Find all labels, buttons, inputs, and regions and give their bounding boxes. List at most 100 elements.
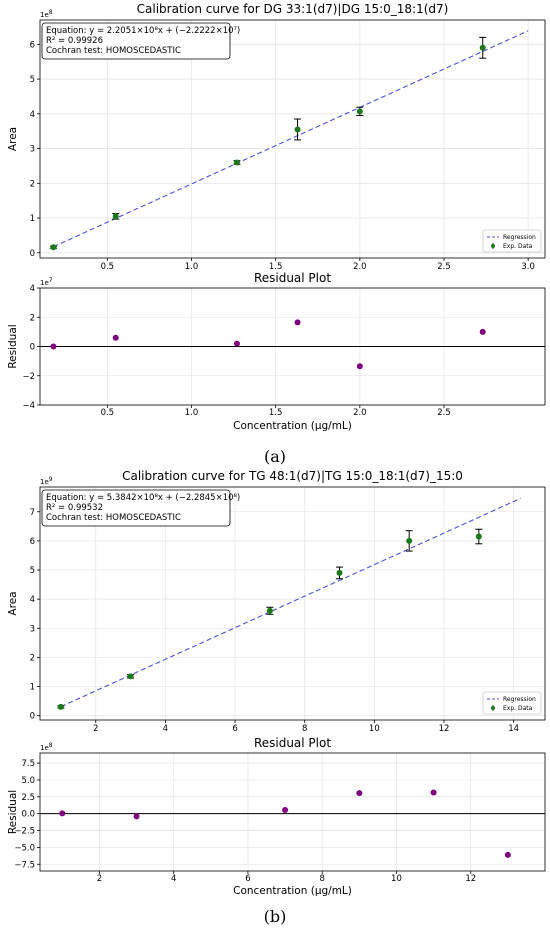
plot-frame xyxy=(39,486,546,721)
x-tick-label: 1.0 xyxy=(185,408,199,418)
residual-point xyxy=(59,810,66,817)
y-tick-label: 4 xyxy=(30,284,35,294)
x-tick-label: 2.0 xyxy=(353,262,367,272)
chart-3: Calibration curve for TG 48:1(d7)|TG 15:… xyxy=(7,469,546,734)
y-tick-label: 0 xyxy=(30,343,35,353)
x-tick-label: 10 xyxy=(391,874,402,884)
x-tick-label: 4 xyxy=(171,874,176,884)
caption-a: (a) xyxy=(264,447,286,466)
x-tick-label: 2.0 xyxy=(353,408,367,418)
y-tick-label: 0.0 xyxy=(21,810,35,820)
data-point xyxy=(475,533,482,540)
plot-frame xyxy=(39,287,546,406)
y-tick-label: −2.5 xyxy=(14,827,35,837)
data-point xyxy=(356,108,363,115)
x-tick-label: 0.5 xyxy=(101,262,115,272)
y-tick-label: 5 xyxy=(30,75,35,85)
plot-frame xyxy=(39,19,546,259)
y-tick-label: −2 xyxy=(22,372,35,382)
legend-data-label: Exp. Data xyxy=(503,243,533,250)
y-tick-label: 2 xyxy=(30,653,35,663)
y-tick-label: 2 xyxy=(30,313,35,323)
residual-point xyxy=(282,806,289,813)
y-tick-label: 3 xyxy=(30,145,35,155)
y-tick-label: 1 xyxy=(30,683,35,693)
y-multiplier-label: 1e8 xyxy=(40,9,53,19)
equation-text: Equation: y = 2.2051×10⁸x + (−2.2222×10⁷… xyxy=(46,26,240,36)
info-box-frame xyxy=(41,489,231,527)
y-tick-label: 6 xyxy=(30,537,35,547)
y-tick-label: −4 xyxy=(22,401,35,411)
y-tick-label: 4 xyxy=(30,595,35,605)
r-squared-text: R² = 0.99532 xyxy=(46,503,103,513)
x-tick-label: 4 xyxy=(163,724,168,734)
legend-data-label: Exp. Data xyxy=(503,705,533,712)
residual-point xyxy=(504,851,511,858)
y-tick-label: 0 xyxy=(30,712,35,722)
y-tick-label: 7 xyxy=(30,508,35,518)
data-point xyxy=(57,703,64,710)
y-tick-label: 1 xyxy=(30,214,35,224)
residual-point xyxy=(430,789,437,796)
chart-1: Calibration curve for DG 33:1(d7)|DG 15:… xyxy=(7,2,546,272)
data-point xyxy=(50,244,57,251)
chart-2: Residual Plot 0.5 1.0 1.5 2.0 2.5 4 2 0 −2 −4 1e7 Re… xyxy=(7,271,546,432)
y-axis-label: Residual xyxy=(7,324,19,368)
x-tick-label: 2.5 xyxy=(437,262,451,272)
legend: Regression Exp. Data xyxy=(482,691,542,715)
x-tick-label: 8 xyxy=(302,724,307,734)
x-tick-label: 10 xyxy=(369,724,380,734)
regression-line xyxy=(60,497,521,708)
legend: Regression Exp. Data xyxy=(482,229,542,253)
y-tick-label: 2.5 xyxy=(21,793,35,803)
info-box: Equation: y = 2.2051×10⁸x + (−2.2222×10⁷… xyxy=(41,22,240,60)
chart-title: Residual Plot xyxy=(254,736,331,750)
x-tick-label: 1.5 xyxy=(269,262,283,272)
y-axis-label: Area xyxy=(7,591,19,615)
x-axis-label: Concentration (µg/mL) xyxy=(233,420,352,432)
y-axis-label: Area xyxy=(7,127,19,151)
data-point xyxy=(336,569,343,576)
x-tick-label: 0.5 xyxy=(101,408,115,418)
legend-data-swatch xyxy=(491,244,495,248)
x-tick-label: 2.5 xyxy=(437,408,451,418)
x-tick-label: 2 xyxy=(93,724,98,734)
data-point xyxy=(127,673,134,680)
equation-text: Equation: y = 5.3842×10⁸x + (−2.2845×10⁸… xyxy=(46,493,240,503)
regression-line xyxy=(53,30,529,248)
info-box: Equation: y = 5.3842×10⁸x + (−2.2845×10⁸… xyxy=(41,489,240,527)
residual-point xyxy=(233,340,240,347)
x-tick-label: 1.5 xyxy=(269,408,283,418)
legend-regression-label: Regression xyxy=(503,234,536,241)
y-multiplier-label: 1e7 xyxy=(40,277,53,287)
y-tick-label: 0 xyxy=(30,249,35,259)
y-tick-label: 7.5 xyxy=(21,759,35,769)
caption-b: (b) xyxy=(264,907,287,926)
info-box-frame xyxy=(41,22,231,60)
x-tick-label: 14 xyxy=(508,724,519,734)
legend-data-swatch xyxy=(491,706,495,710)
data-point xyxy=(406,537,413,544)
r-squared-text: R² = 0.99926 xyxy=(46,36,103,46)
residual-point xyxy=(356,790,363,797)
chart-4: Residual Plot 2 4 6 8 10 12 7.5 5.0 2.5 0.0 −2.5 −5.… xyxy=(7,736,546,897)
y-tick-label: 3 xyxy=(30,624,35,634)
y-tick-label: 5 xyxy=(30,566,35,576)
chart-title: Residual Plot xyxy=(254,271,331,285)
y-multiplier-label: 1e9 xyxy=(40,476,53,486)
x-tick-label: 2 xyxy=(97,874,102,884)
residual-point xyxy=(356,363,363,370)
y-tick-label: 5.0 xyxy=(21,776,35,786)
data-point xyxy=(233,159,240,166)
x-tick-label: 6 xyxy=(232,724,237,734)
residual-point xyxy=(294,319,301,326)
data-point xyxy=(294,126,301,133)
y-tick-label: 2 xyxy=(30,179,35,189)
cochran-text: Cochran test: HOMOSCEDASTIC xyxy=(46,513,181,523)
x-axis-label: Concentration (µg/mL) xyxy=(233,885,352,897)
y-axis-label: Residual xyxy=(7,790,19,834)
residual-point xyxy=(50,343,57,350)
legend-frame xyxy=(482,691,542,715)
y-tick-label: 6 xyxy=(30,40,35,50)
